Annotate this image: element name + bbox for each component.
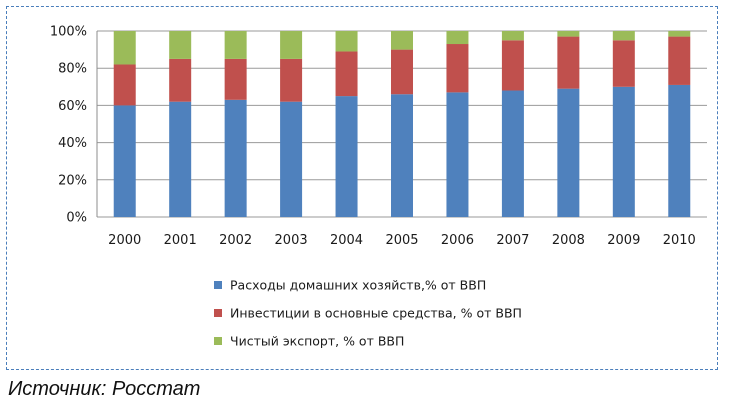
bar-2006-series-2 <box>446 44 469 93</box>
bar-2009-series-2 <box>612 40 635 87</box>
bar-2007-series-3 <box>501 31 524 41</box>
bar-2006-series-1 <box>446 92 469 217</box>
x-tick-label-2009: 2009 <box>607 233 640 248</box>
bar-2008-series-3 <box>557 31 580 37</box>
bar-2005-series-1 <box>391 94 413 217</box>
x-tick-label-2002: 2002 <box>219 233 252 248</box>
x-tick-label-2000: 2000 <box>108 233 141 248</box>
x-tick-label-2001: 2001 <box>164 233 197 248</box>
bar-2001-series-2 <box>169 58 192 102</box>
bar-2009-series-3 <box>612 31 635 41</box>
bar-2003-series-1 <box>280 101 303 217</box>
bar-2004-series-2 <box>335 51 358 97</box>
legend-swatch-3 <box>214 337 222 345</box>
x-tick-label-2008: 2008 <box>552 233 585 248</box>
bar-2005-series-2 <box>391 49 413 95</box>
legend-label-2: Инвестиции в основные средства, % от ВВП <box>230 306 522 321</box>
legend-label-3: Чистый экспорт, % от ВВП <box>230 334 404 349</box>
bar-2003-series-3 <box>280 31 303 59</box>
bar-2009-series-1 <box>612 86 635 217</box>
bar-2002-series-1 <box>224 99 247 217</box>
x-tick-label-2004: 2004 <box>330 233 363 248</box>
bar-2002-series-2 <box>224 58 247 100</box>
x-tick-label-2006: 2006 <box>441 233 474 248</box>
bar-2001-series-1 <box>169 101 192 217</box>
x-tick-label-2007: 2007 <box>496 233 529 248</box>
bar-2003-series-2 <box>280 58 303 102</box>
bar-2006-series-3 <box>446 31 469 45</box>
chart-svg: 0% 20% 40% 60% 80% 100% 2000 2001 2002 2003 2004 20… <box>50 25 707 349</box>
legend-label-1: Расходы домашних хозяйств,% от ВВП <box>230 278 486 293</box>
bar-2000-series-1 <box>113 105 136 217</box>
x-tick-label-2003: 2003 <box>275 233 308 248</box>
legend-swatch-1 <box>214 281 222 289</box>
bar-2008-series-1 <box>557 88 580 217</box>
bar-2005-series-3 <box>391 31 413 50</box>
chart-frame: 0% 20% 40% 60% 80% 100% 2000 2001 2002 2003 2004 20… <box>6 6 718 370</box>
y-tick-label: 20% <box>58 173 87 188</box>
legend-swatch-2 <box>214 309 222 317</box>
bar-2008-series-2 <box>557 36 580 89</box>
bar-2010-series-3 <box>668 31 691 37</box>
x-tick-label-2005: 2005 <box>385 233 418 248</box>
bar-2000-series-3 <box>113 31 136 65</box>
y-tick-label: 40% <box>58 136 87 151</box>
y-tick-label: 100% <box>50 25 87 40</box>
y-tick-label: 60% <box>58 99 87 114</box>
bar-2007-series-2 <box>501 40 524 91</box>
bar-2004-series-3 <box>335 31 358 52</box>
bar-2010-series-2 <box>668 36 691 85</box>
source-caption: Источник: Росстат <box>8 378 201 400</box>
bar-2004-series-1 <box>335 96 358 217</box>
bar-2010-series-1 <box>668 84 691 217</box>
bar-2001-series-3 <box>169 31 192 59</box>
bar-2002-series-3 <box>224 31 247 59</box>
bar-2007-series-1 <box>501 90 524 217</box>
x-tick-label-2010: 2010 <box>663 233 696 248</box>
bar-2000-series-2 <box>113 64 136 106</box>
y-tick-label: 80% <box>58 62 87 77</box>
y-tick-label: 0% <box>66 211 87 226</box>
